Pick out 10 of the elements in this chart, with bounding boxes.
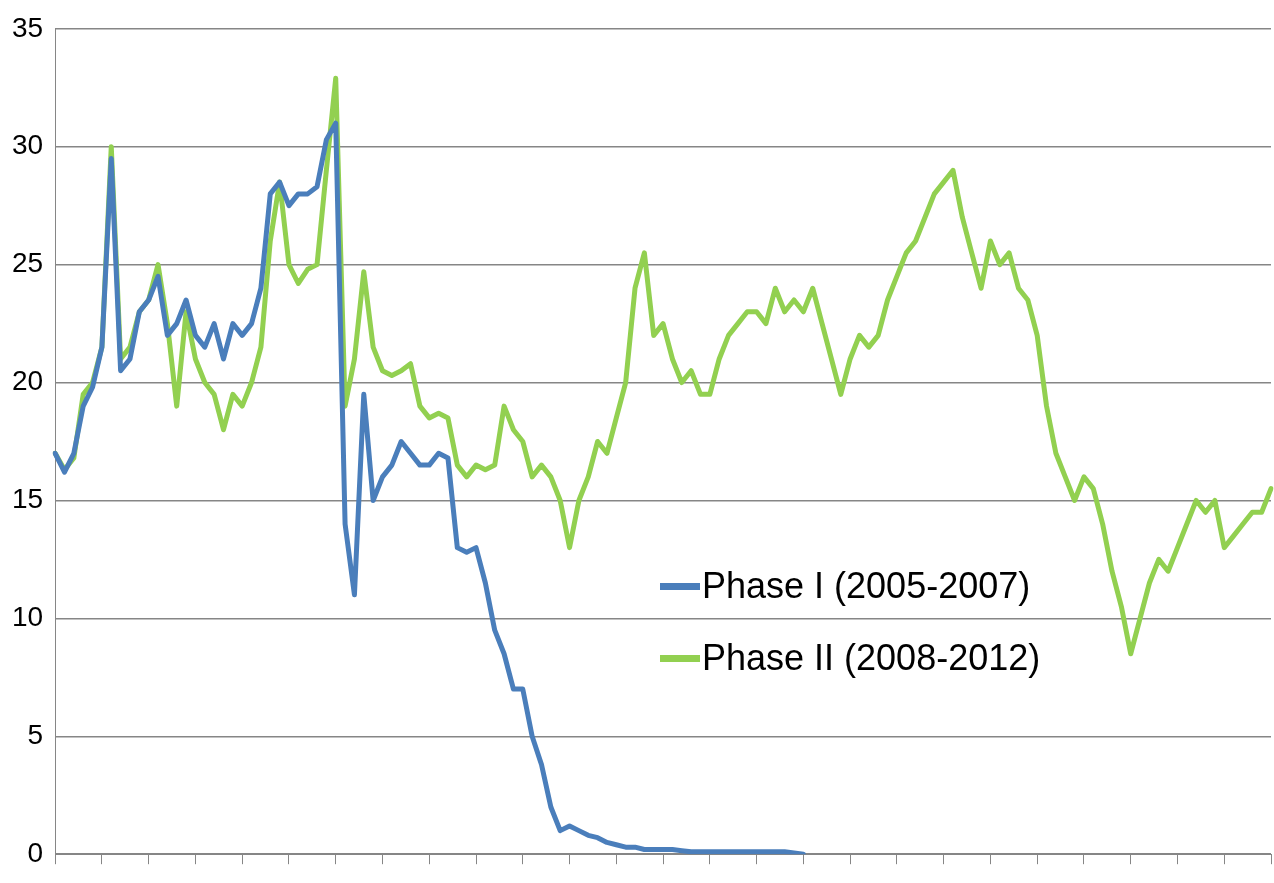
y-tick-label: 25 xyxy=(11,247,44,279)
y-tick-label: 20 xyxy=(11,365,44,397)
legend-label: Phase I (2005-2007) xyxy=(702,565,1031,607)
y-tick-label: 15 xyxy=(11,483,44,515)
y-tick-label: 30 xyxy=(11,129,44,161)
y-tick-label: 10 xyxy=(11,601,44,633)
y-tick-label: 35 xyxy=(11,11,44,43)
legend-label: Phase II (2008-2012) xyxy=(702,637,1041,679)
y-tick-label: 0 xyxy=(27,836,44,868)
y-tick-label: 5 xyxy=(27,719,44,750)
